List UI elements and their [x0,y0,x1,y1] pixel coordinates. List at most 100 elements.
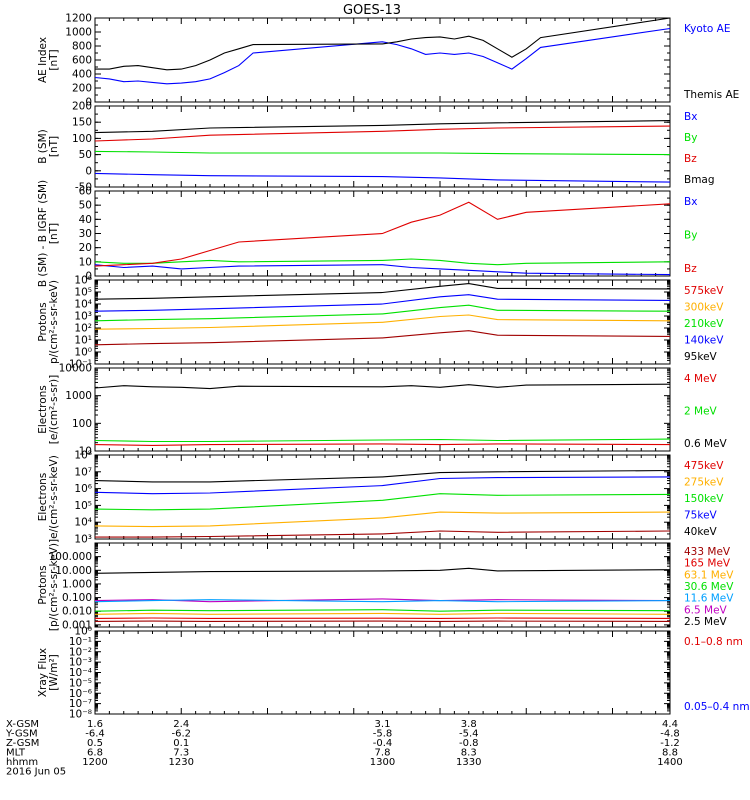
series-line [94,264,671,276]
x-row-value: 1400 [657,757,682,768]
panel-frame [94,367,671,452]
y-tick-label: 200 [72,101,92,113]
y-tick-label: 50 [79,200,92,212]
x-row-value: 3.1 [375,719,391,730]
series-line [94,612,671,615]
y-axis-label: [e/(cm²-s-sr)] [48,375,60,444]
y-tick-label: 10⁻⁷ [69,698,92,710]
x-row-value: 8.8 [662,748,678,759]
y-tick-label: 10⁻⁵ [69,677,92,689]
legend-label: 0.1–0.8 nm [684,636,743,648]
y-tick-label: 100 [72,418,92,430]
y-axis-label: e/(cm²-s-sr-keV) [48,455,60,539]
legend-label: 140keV [684,335,724,347]
series-line [94,598,671,603]
x-row-value: 8.3 [461,748,477,759]
y-tick-label: 10⁻² [69,646,92,658]
y-tick-label: 10⁷ [74,466,92,478]
y-tick-label: 10³ [74,311,92,323]
x-row-value: -0.8 [459,738,479,749]
series-line [94,443,671,446]
x-row-value: 2.4 [173,719,189,730]
y-tick-label: 1200 [65,13,92,25]
y-tick-label: 20 [79,242,92,254]
y-tick-label: 400 [72,69,92,81]
x-row-value: -5.4 [459,729,479,740]
x-row-value: 4.4 [662,719,678,730]
y-tick-label: 10 [79,256,92,268]
legend-label: By [684,132,697,144]
y-tick-label: 10⁻³ [69,657,92,669]
x-row-value: 1230 [169,757,194,768]
legend-label: 6.5 MeV [684,604,728,616]
series-line [94,330,671,346]
y-axis-label: Protons [37,302,49,341]
y-tick-label: 10⁵ [74,500,92,512]
y-tick-label: 0 [85,271,92,283]
legend-label: 40keV [684,526,718,538]
series-line [94,511,671,528]
series-line [94,150,671,156]
x-row-label: Z-GSM [6,738,39,749]
x-row-value: 1.6 [87,719,103,730]
series-line [94,258,671,266]
series-line [94,125,671,142]
panel-electrons_lo: 10³ 10⁴ 10⁵ 10⁶ 10⁷ 10⁸ Electrons e/(cm²-s-sr-k… [37,450,724,546]
x-row-value: 1330 [456,757,481,768]
legend-label: 30.6 MeV [684,581,734,593]
y-tick-label: 10 [79,446,92,458]
x-row-value: -6.2 [171,729,191,740]
y-tick-label: 10⁻¹ [69,359,92,371]
y-tick-label: 10⁶ [74,483,92,495]
panel-bdiff: 0 10 20 30 40 50 60 B (SM) - B IGRF (SM) [nT] Bx B… [37,180,697,287]
y-axis-label: [W/m²] [48,654,60,691]
y-tick-label: 30 [79,228,92,240]
y-tick-label: 100 [72,133,92,145]
y-tick-label: 0.100 [62,592,92,604]
x-row-value: -6.4 [85,729,105,740]
x-row-value: 1200 [82,757,107,768]
x-row-value: 0.5 [87,738,103,749]
y-tick-label: 10¹ [74,335,92,347]
series-line [94,383,671,390]
y-tick-label: 10⁻¹ [69,636,92,648]
legend-label: 0.05–0.4 nm [684,701,750,713]
y-axis-label: B (SM) [37,129,49,163]
y-axis-label: [nT] [48,49,60,70]
series-line [94,469,671,483]
y-axis-label: AE Index [37,37,49,83]
legend-label: Themis AE [683,89,739,101]
y-axis-label: [nT] [48,136,60,157]
x-row-value: 0.1 [173,738,189,749]
series-line [94,304,671,322]
legend-label: 165 MeV [684,558,731,570]
legend-label: 63.1 MeV [684,569,734,581]
x-row-value: 1300 [370,757,395,768]
legend-label: 575keV [684,285,724,297]
y-tick-label: 10⁸ [74,450,92,462]
series-line [94,294,671,312]
x-row-value: 3.8 [461,719,477,730]
legend-label: 11.6 MeV [684,593,734,605]
x-row-value: -5.8 [373,729,393,740]
y-axis-label: [nT] [48,223,60,244]
x-row-value: 6.8 [87,748,103,759]
series-line [94,438,671,443]
y-tick-label: 10000 [59,363,92,375]
y-tick-label: 1000 [65,390,92,402]
y-tick-label: 10⁴ [74,517,92,529]
y-tick-label: 10⁻⁸ [69,709,92,721]
y-tick-label: 10.000 [55,565,92,577]
y-tick-label: -50 [75,182,92,194]
legend-label: 150keV [684,493,724,505]
x-row-label: X-GSM [6,719,39,730]
legend-label: Kyoto AE [684,23,730,35]
legend-label: 95keV [684,351,718,363]
y-tick-label: 10⁻⁶ [69,688,92,700]
legend-label: 275keV [684,477,724,489]
legend-label: 475keV [684,460,724,472]
series-line [94,27,671,85]
series-line [94,476,671,495]
panel-ae: 0 200 400 600 800 1000 1200 AE Index [nT] Kyoto A… [37,13,739,109]
y-tick-label: 60 [79,186,92,198]
